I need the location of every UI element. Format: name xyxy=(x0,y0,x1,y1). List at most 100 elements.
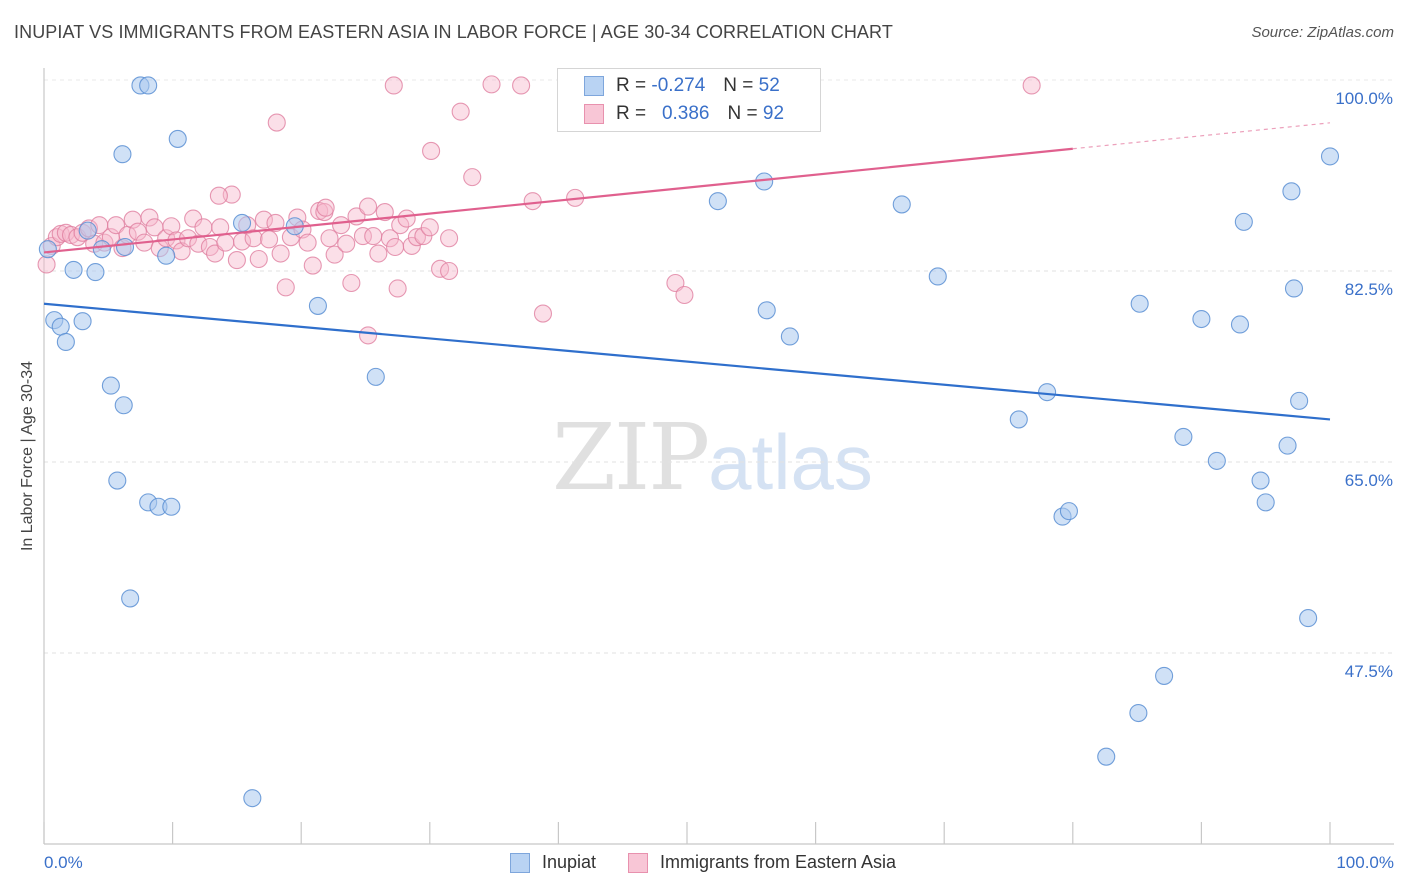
legend-label-eastasia: Immigrants from Eastern Asia xyxy=(659,852,897,872)
trend-lines xyxy=(43,122,1331,421)
eastasia-point xyxy=(320,229,339,248)
eastasia-point xyxy=(388,279,407,298)
eastasia-point xyxy=(325,245,344,264)
eastasia-point xyxy=(451,102,470,121)
legend-swatch-eastasia xyxy=(627,852,648,873)
inupiat-point xyxy=(1038,383,1057,402)
eastasia-point xyxy=(128,222,147,241)
eastasia-point xyxy=(162,217,181,236)
inupiat-point xyxy=(121,589,140,608)
inupiat-point xyxy=(73,312,92,331)
eastasia-point xyxy=(359,326,378,345)
eastasia-trend-line xyxy=(43,147,1073,254)
eastasia-point xyxy=(440,229,459,248)
eastasia-point xyxy=(227,251,246,270)
inupiat-point xyxy=(1256,493,1275,512)
inupiat-point xyxy=(1155,666,1174,685)
legend-item-eastasia: Immigrants from Eastern Asia xyxy=(627,852,897,873)
inupiat-point xyxy=(1290,391,1309,410)
chart-source: Source: ZipAtlas.com xyxy=(1251,24,1394,41)
inupiat-point xyxy=(1320,147,1340,166)
inupiat-point xyxy=(1234,212,1253,231)
eastasia-point xyxy=(482,75,501,94)
eastasia-point xyxy=(440,261,459,281)
inupiat-point xyxy=(115,237,135,257)
inupiat-point xyxy=(780,327,799,346)
inupiat-point xyxy=(366,367,385,386)
inupiat-point xyxy=(64,260,83,279)
eastasia-point xyxy=(244,229,263,248)
axes xyxy=(43,68,1394,845)
inupiat-point xyxy=(108,471,127,490)
inupiat-point xyxy=(308,296,327,315)
eastasia-point xyxy=(222,185,241,204)
eastasia-point xyxy=(276,278,295,297)
eastasia-point xyxy=(271,244,290,263)
inupiat-point xyxy=(1009,410,1028,429)
series-eastasia-points xyxy=(37,75,1041,345)
eastasia-point xyxy=(364,227,383,246)
inupiat-point xyxy=(1097,747,1116,766)
watermark-zip: ZIP xyxy=(552,404,710,511)
inupiat-point xyxy=(1059,502,1078,521)
inupiat-point xyxy=(101,376,120,395)
inupiat-point xyxy=(86,263,105,282)
eastasia-point xyxy=(266,213,285,233)
inupiat-point xyxy=(1284,279,1304,298)
inupiat-point xyxy=(232,213,252,233)
chart-title: INUPIAT VS IMMIGRANTS FROM EASTERN ASIA … xyxy=(14,22,893,42)
series-inupiat-points xyxy=(38,76,1340,808)
inupiat-point xyxy=(157,246,176,265)
eastasia-point xyxy=(384,76,403,95)
legend-n-value: 52 xyxy=(758,75,780,96)
eastasia-point xyxy=(407,228,426,247)
inupiat-point xyxy=(38,240,57,259)
eastasia-point xyxy=(397,209,416,228)
legend-r-value: -0.274 xyxy=(651,75,706,96)
eastasia-point xyxy=(1022,76,1041,95)
eastasia-point xyxy=(666,273,685,293)
y-tick-label: 82.5% xyxy=(1345,280,1393,299)
eastasia-point xyxy=(353,227,372,246)
y-tick-label: 47.5% xyxy=(1345,662,1393,681)
eastasia-point xyxy=(216,233,235,252)
x-tick-label-max: 100.0% xyxy=(1336,853,1394,872)
inupiat-point xyxy=(1278,436,1297,455)
inupiat-point xyxy=(1174,427,1193,446)
y-tick-label: 100.0% xyxy=(1335,89,1393,108)
eastasia-point xyxy=(298,233,317,252)
legend-swatch-inupiat xyxy=(509,852,530,873)
inupiat-point xyxy=(51,317,70,336)
inupiat-point xyxy=(928,267,947,286)
eastasia-point xyxy=(303,256,322,275)
eastasia-point xyxy=(267,113,286,132)
inupiat-point xyxy=(243,789,262,808)
inupiat-point xyxy=(1192,309,1211,329)
eastasia-point xyxy=(463,168,482,187)
inupiat-point xyxy=(1130,294,1149,313)
inupiat-point xyxy=(892,195,911,214)
eastasia-point xyxy=(337,234,356,253)
legend-item-inupiat: Inupiat xyxy=(509,852,596,873)
inupiat-point xyxy=(114,396,133,415)
series-legend: Inupiat Immigrants from Eastern Asia xyxy=(0,852,1406,873)
inupiat-point xyxy=(1299,609,1318,628)
eastasia-point xyxy=(194,218,213,237)
eastasia-point xyxy=(254,210,273,229)
inupiat-point xyxy=(56,332,75,351)
inupiat-point xyxy=(168,129,187,148)
legend-n-label: N = xyxy=(727,103,758,124)
eastasia-point xyxy=(375,203,394,222)
legend-row-eastasia: R = 0.386 N = 92 xyxy=(584,101,784,127)
eastasia-point xyxy=(675,285,694,305)
inupiat-point xyxy=(139,76,158,95)
eastasia-point xyxy=(259,230,279,249)
eastasia-point xyxy=(523,192,542,211)
eastasia-trend-extension xyxy=(1072,122,1331,150)
inupiat-point xyxy=(1129,703,1148,723)
inupiat-point xyxy=(1207,451,1226,470)
inupiat-point xyxy=(113,145,132,164)
legend-n-label: N = xyxy=(723,75,754,96)
inupiat-point xyxy=(1230,315,1250,334)
legend-r-value: 0.386 xyxy=(661,103,710,124)
